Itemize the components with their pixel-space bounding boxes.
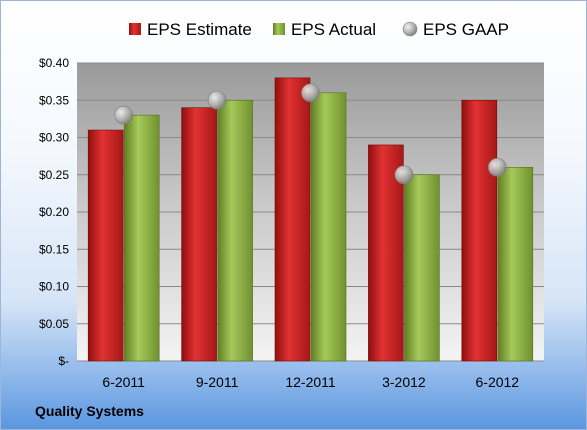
marker-eps-gaap	[114, 105, 133, 125]
bar-eps-actual	[310, 92, 347, 362]
marker-eps-gaap	[394, 165, 414, 185]
company-name: Quality Systems	[35, 403, 144, 419]
legend-swatch	[273, 23, 285, 35]
legend-label: EPS GAAP	[423, 20, 509, 39]
legend-label: EPS Actual	[291, 20, 376, 39]
y-tick-label: $0.15	[39, 242, 69, 256]
x-tick-label: 3-2012	[382, 374, 426, 390]
y-tick-label: $-	[58, 354, 69, 368]
bar-eps-estimate	[461, 99, 498, 362]
bar-eps-actual	[217, 99, 253, 362]
x-tick-label: 6-2012	[476, 374, 520, 390]
bar-eps-actual	[404, 174, 440, 362]
marker-eps-gaap	[301, 83, 320, 103]
y-tick-label: $0.10	[39, 280, 69, 294]
bar-eps-estimate	[181, 107, 217, 362]
x-tick-label: 12-2011	[285, 374, 336, 390]
y-tick-label: $0.40	[39, 56, 69, 70]
y-tick-label: $0.30	[39, 131, 69, 145]
marker-eps-gaap	[207, 90, 227, 110]
legend-label: EPS Estimate	[147, 20, 252, 39]
y-tick-label: $0.05	[39, 317, 69, 331]
legend-swatch	[402, 21, 418, 37]
bar-eps-estimate	[87, 129, 124, 362]
x-tick-label: 9-2011	[196, 374, 239, 390]
bar-eps-actual	[123, 114, 160, 362]
legend-swatch	[129, 23, 141, 35]
bar-eps-estimate	[274, 77, 311, 362]
y-tick-label: $0.25	[39, 168, 69, 182]
bar-eps-actual	[497, 167, 534, 362]
y-tick-label: $0.20	[39, 205, 69, 219]
x-tick-label: 6-2011	[102, 374, 145, 390]
y-tick-label: $0.35	[39, 93, 69, 107]
marker-eps-gaap	[487, 158, 507, 177]
